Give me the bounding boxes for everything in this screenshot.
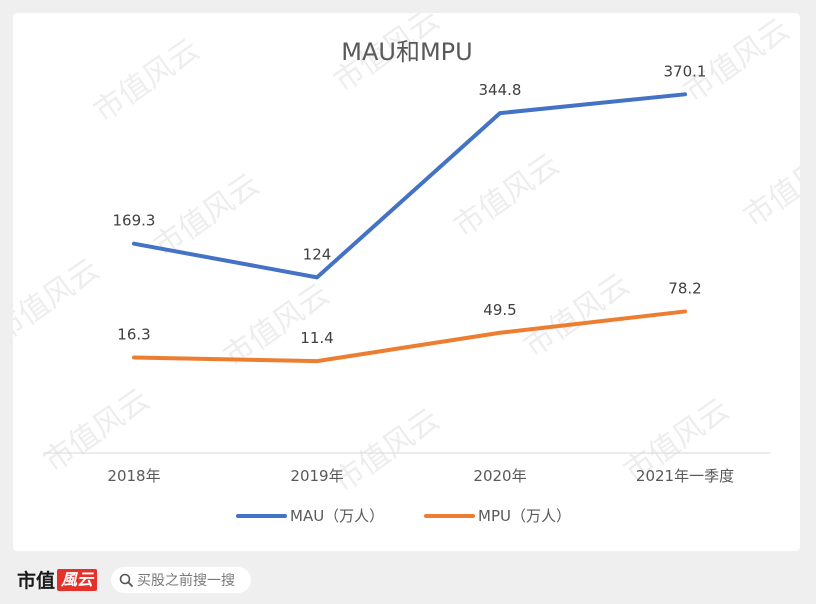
- legend: MAU（万人） MPU（万人）: [236, 507, 571, 525]
- data-label: 11.4: [300, 329, 333, 347]
- watermark-text: 市值风云: [448, 147, 566, 244]
- series-layer: 169.3 124 344.8 370.1 16.3 11.4 49.5 78.2: [113, 62, 707, 364]
- brand-badge: 風云: [57, 568, 98, 591]
- watermark-text: 市值风云: [38, 382, 156, 479]
- brand-text: 市值: [17, 570, 56, 592]
- search-box[interactable]: 买股之前搜一搜: [111, 566, 252, 593]
- data-label: 344.8: [479, 81, 522, 99]
- search-placeholder: 买股之前搜一搜: [137, 572, 236, 589]
- watermark-text: 市值风云: [518, 267, 636, 364]
- x-tick-label: 2021年一季度: [636, 467, 734, 485]
- watermark-text: 市值风云: [678, 13, 796, 110]
- brand-logo[interactable]: 市值 風云: [17, 566, 98, 593]
- watermark-text: 市值风云: [738, 137, 800, 234]
- data-label: 124: [303, 245, 332, 263]
- series-line-mau: [132, 92, 687, 280]
- data-label: 78.2: [668, 279, 701, 297]
- watermark-text: 市值风云: [328, 402, 446, 499]
- x-tick-label: 2018年: [107, 467, 160, 485]
- chart-card: 市值风云 市值风云 市值风云 市值风云 市值风云 市值风云 市值风云 市值风云 市值风云 市值风云…: [13, 13, 800, 551]
- data-label: 370.1: [664, 62, 707, 80]
- watermark-text: 市值风云: [88, 32, 206, 129]
- chart-title: MAU和MPU: [341, 38, 472, 66]
- series-line-mpu: [132, 309, 687, 364]
- footer-bar: 市值 風云 买股之前搜一搜: [0, 555, 816, 604]
- data-label: 169.3: [113, 212, 156, 230]
- x-tick-label: 2020年: [473, 467, 526, 485]
- data-label: 49.5: [483, 301, 516, 319]
- x-tick-labels: 2018年 2019年 2020年 2021年一季度: [107, 467, 734, 485]
- legend-label: MAU（万人）: [290, 507, 384, 525]
- x-tick-label: 2019年: [290, 467, 343, 485]
- watermark-text: 市值风云: [13, 252, 106, 349]
- legend-label: MPU（万人）: [478, 507, 571, 525]
- data-label: 16.3: [117, 325, 150, 343]
- search-icon: [119, 573, 133, 587]
